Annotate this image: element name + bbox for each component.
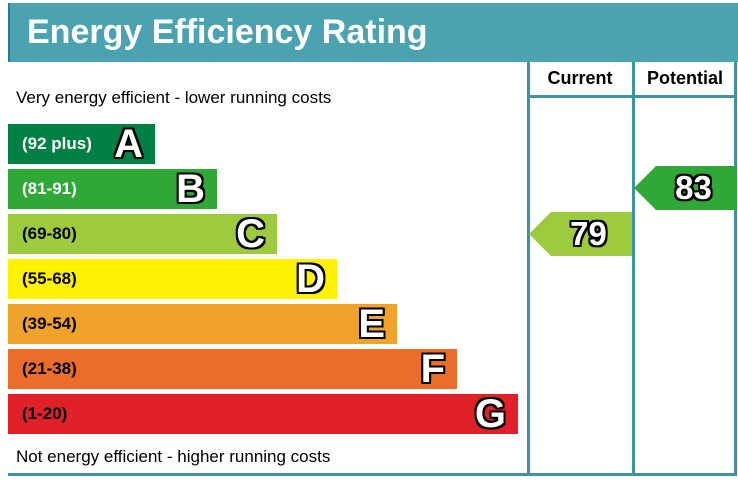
band-a-range: (92 plus) (22, 134, 92, 153)
title-bar: Energy Efficiency Rating (8, 3, 738, 62)
band-b-range: (81-91) (22, 179, 77, 198)
band-b-letter: B (176, 167, 205, 211)
band-e-letter: E (358, 302, 385, 346)
bottom-note: Not energy efficient - higher running co… (16, 447, 331, 466)
band-b: (81-91) B (8, 169, 217, 209)
band-f-letter: F (420, 347, 445, 391)
top-note: Very energy efficient - lower running co… (16, 88, 332, 107)
current-column-left-border (527, 62, 530, 476)
band-g: (1-20) G (8, 394, 518, 434)
current-column-header: Current (547, 68, 613, 88)
current-value: 79 (570, 215, 607, 252)
band-e: (39-54) E (8, 304, 397, 344)
band-d: (55-68) D (8, 259, 337, 299)
band-d-letter: D (296, 257, 325, 301)
bottom-border (8, 473, 737, 476)
potential-column-right-border (734, 62, 737, 476)
band-c: (69-80) C (8, 214, 277, 254)
band-g-range: (1-20) (22, 404, 68, 423)
current-arrow: 79 (529, 212, 632, 256)
band-d-range: (55-68) (22, 269, 77, 288)
potential-column-header: Potential (646, 68, 723, 88)
band-f-range: (21-38) (22, 359, 77, 378)
header-underline (527, 95, 737, 98)
potential-arrow: 83 (634, 166, 737, 210)
column-divider (632, 62, 635, 476)
band-c-letter: C (236, 212, 265, 256)
band-g-letter: G (474, 392, 506, 436)
band-a: (92 plus) A (8, 124, 155, 164)
band-f: (21-38) F (8, 349, 457, 389)
band-e-range: (39-54) (22, 314, 77, 333)
band-a-letter: A (114, 122, 143, 166)
band-c-range: (69-80) (22, 224, 77, 243)
page-title: Energy Efficiency Rating (27, 13, 428, 51)
potential-value: 83 (675, 169, 712, 206)
